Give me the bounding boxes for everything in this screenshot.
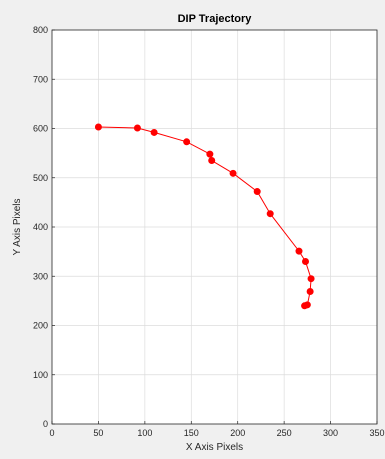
- y-tick-label: 600: [33, 124, 48, 134]
- x-tick-label: 200: [230, 428, 245, 438]
- x-tick-label: 150: [184, 428, 199, 438]
- data-point: [133, 124, 141, 132]
- x-axis: 0 50 100 150 200 250 300 350: [49, 421, 385, 438]
- data-point: [307, 275, 315, 283]
- y-tick-label: 0: [43, 419, 48, 429]
- x-tick-label: 300: [323, 428, 338, 438]
- y-axis: 0 100 200 300 400 500 600 700 800: [33, 25, 55, 429]
- x-tick-label: 50: [93, 428, 103, 438]
- y-tick-label: 200: [33, 321, 48, 331]
- y-tick-label: 400: [33, 222, 48, 232]
- data-point: [208, 157, 216, 165]
- y-tick-label: 800: [33, 25, 48, 35]
- x-tick-label: 350: [369, 428, 384, 438]
- data-point: [301, 302, 309, 310]
- x-tick-label: 250: [277, 428, 292, 438]
- x-tick-label: 0: [49, 428, 54, 438]
- data-point: [306, 288, 314, 296]
- data-point: [266, 210, 274, 218]
- grid: [52, 30, 377, 424]
- y-tick-label: 700: [33, 74, 48, 84]
- data-point: [183, 138, 191, 146]
- data-point: [302, 257, 309, 265]
- data-point: [253, 188, 261, 196]
- data-point: [206, 150, 214, 158]
- data-point: [94, 123, 102, 131]
- series-points: [94, 123, 315, 310]
- y-axis-title: Y Axis Pixels: [12, 198, 23, 255]
- x-axis-title: X Axis Pixels: [186, 442, 243, 453]
- y-tick-label: 300: [33, 271, 48, 281]
- data-point: [229, 169, 237, 177]
- y-tick-label: 100: [33, 370, 48, 380]
- x-tick-label: 100: [137, 428, 152, 438]
- data-point: [295, 247, 303, 255]
- chart-title: DIP Trajectory: [178, 13, 253, 25]
- y-tick-label: 500: [33, 173, 48, 183]
- data-point: [150, 128, 158, 136]
